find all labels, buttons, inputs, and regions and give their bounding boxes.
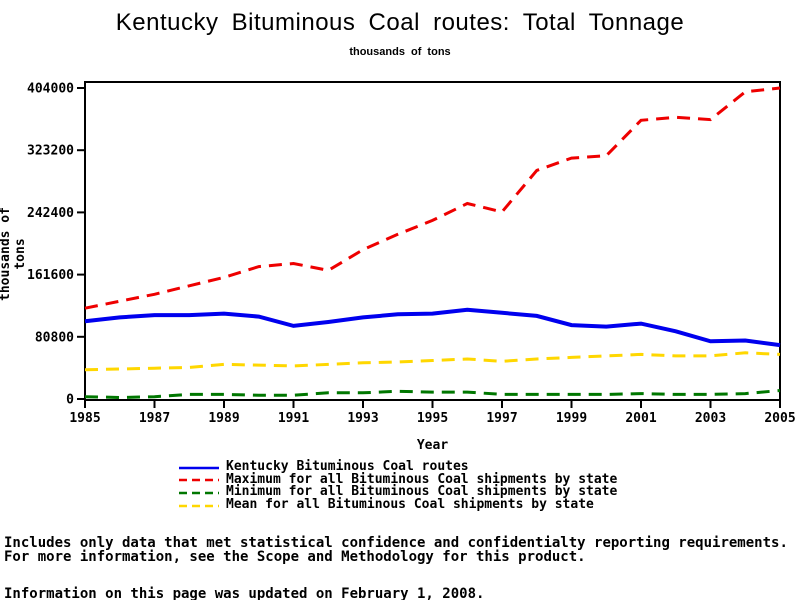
series-line-2: [84, 389, 781, 400]
footnote-line-1: Includes only data that met statistical …: [4, 535, 788, 551]
legend-line-dashed-icon: [179, 504, 219, 507]
x-tick-label: 1999: [556, 411, 587, 426]
series-line-0: [84, 307, 781, 348]
x-tick-label: 1993: [347, 411, 378, 426]
y-tick-label: 404000: [27, 82, 74, 97]
y-axis-title: thousands of tons: [0, 207, 28, 301]
legend-line-dashed-icon: [179, 479, 219, 482]
axis-ticks: 0 80800 161600 242400 323200 404000 1985 1987 19…: [27, 82, 796, 427]
series-line-3: [84, 351, 781, 372]
x-tick-label: 1987: [139, 411, 170, 426]
x-tick-label: 2001: [625, 411, 656, 426]
legend-label: Maximum for all Bituminous Coal shipment…: [226, 471, 618, 487]
legend-label: Mean for all Bituminous Coal shipments b…: [226, 496, 594, 512]
x-tick-label: 1995: [417, 411, 448, 426]
page-title: Kentucky Bituminous Coal routes: Total T…: [115, 9, 685, 36]
y-tick-label: 323200: [27, 144, 74, 159]
legend-line-solid-icon: [179, 466, 219, 470]
y-tick-label: 242400: [27, 206, 74, 221]
legend-label: Minimum for all Bituminous Coal shipment…: [226, 484, 618, 500]
legend-item-minimum: Minimum for all Bituminous Coal shipment…: [178, 484, 618, 500]
x-tick-label: 2005: [764, 411, 795, 426]
x-tick-label: 2003: [695, 411, 726, 426]
legend-item-maximum: Maximum for all Bituminous Coal shipment…: [178, 471, 618, 487]
page-subtitle: thousands of tons: [349, 46, 451, 58]
series-line-1: [84, 86, 781, 310]
series-lines: [84, 86, 781, 400]
x-tick-label: 1991: [278, 411, 309, 426]
legend-line-dashed-icon: [179, 491, 219, 495]
legend-label: Kentucky Bituminous Coal routes: [226, 459, 469, 474]
legend-item-mean: Mean for all Bituminous Coal shipments b…: [178, 496, 617, 512]
y-tick-label: 161600: [27, 268, 74, 283]
x-tick-label: 1997: [486, 411, 517, 426]
y-tick-label: 0: [66, 393, 74, 408]
plot-frame: [84, 81, 781, 401]
x-axis-title: Year: [416, 438, 449, 453]
footnote-line-2: For more information, see the Scope and …: [4, 549, 586, 565]
chart-legend: Kentucky Bituminous Coal routes Maximum …: [178, 459, 618, 512]
legend-item-kentucky: Kentucky Bituminous Coal routes: [178, 459, 617, 474]
y-tick-label: 80800: [35, 330, 74, 345]
plot-border: [84, 81, 781, 401]
x-tick-label: 1989: [208, 411, 239, 426]
updated-date-note: Information on this page was updated on …: [4, 586, 485, 600]
x-tick-label: 1985: [69, 411, 100, 426]
